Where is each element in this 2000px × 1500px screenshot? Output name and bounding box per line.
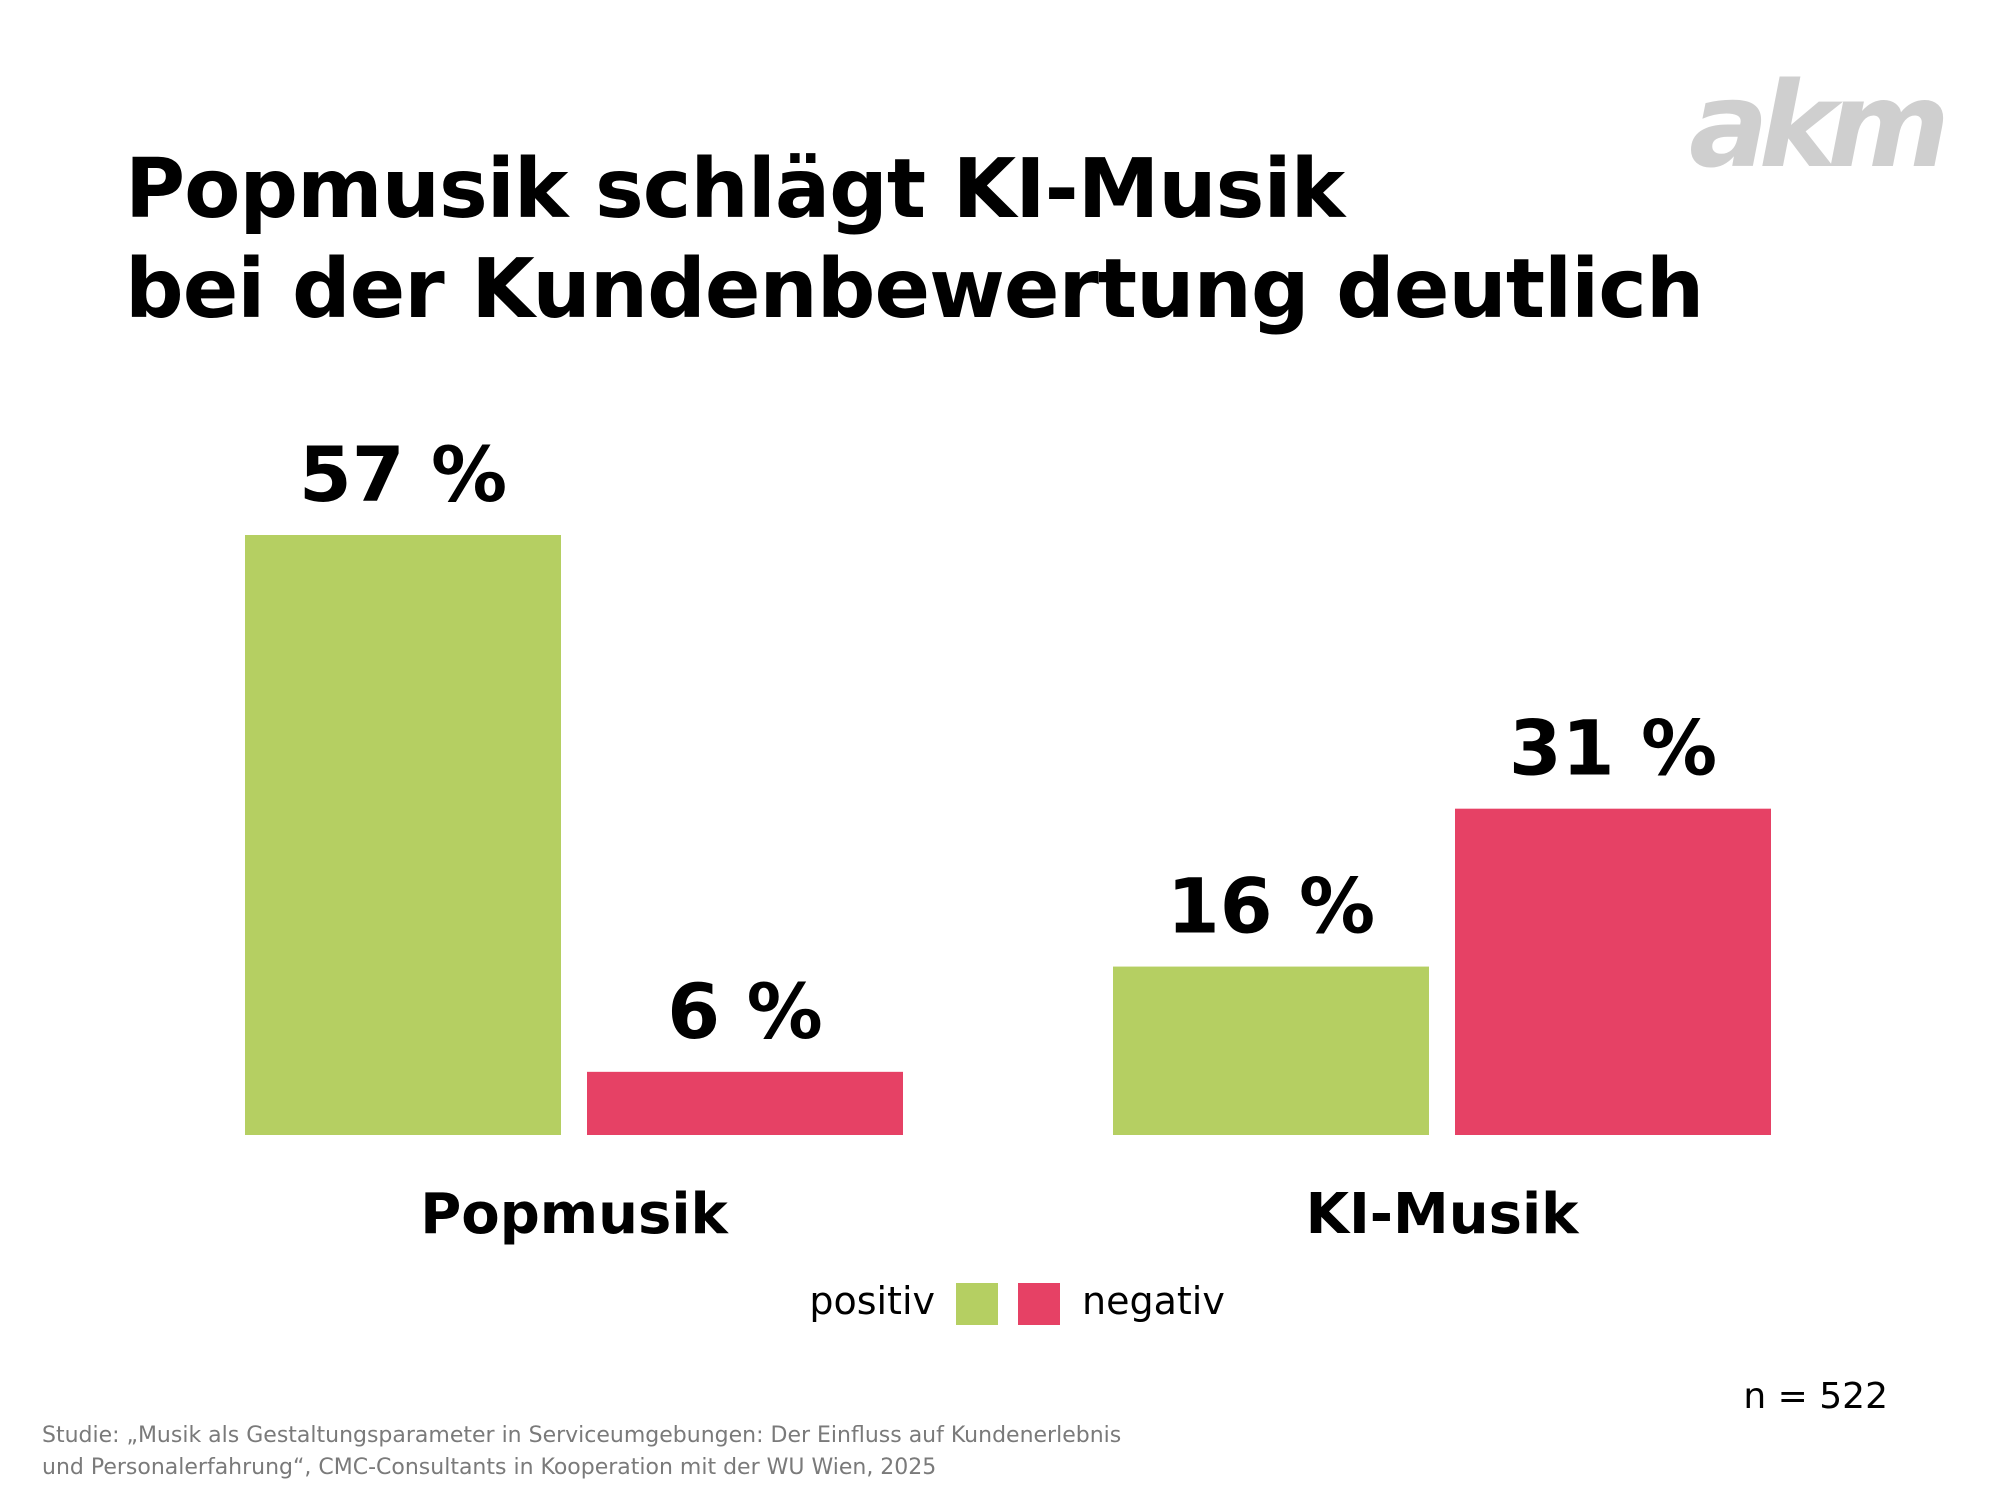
category-label-ki-musik: KI-Musik bbox=[1306, 1182, 1581, 1247]
legend-swatch-negativ bbox=[1018, 1283, 1060, 1325]
legend-label-positiv: positiv bbox=[809, 1279, 935, 1323]
sample-size-label: n = 522 bbox=[1743, 1376, 1888, 1417]
value-label-popmusik-negativ: 6 % bbox=[667, 967, 823, 1056]
value-label-ki-musik-positiv: 16 % bbox=[1167, 862, 1375, 951]
bar-popmusik-positiv bbox=[245, 535, 561, 1135]
source-note: Studie: „Musik als Gestaltungsparameter … bbox=[42, 1420, 1342, 1484]
source-line-2: und Personalerfahrung“, CMC-Consultants … bbox=[42, 1455, 937, 1480]
title-line-2: bei der Kundenbewertung deutlich bbox=[125, 242, 1704, 337]
value-label-ki-musik-negativ: 31 % bbox=[1509, 704, 1717, 793]
source-line-1: Studie: „Musik als Gestaltungsparameter … bbox=[42, 1423, 1122, 1448]
chart-title: Popmusik schlägt KI-Musik bei der Kunden… bbox=[125, 140, 1825, 340]
bar-popmusik-negativ bbox=[587, 1071, 903, 1135]
legend-label-negativ: negativ bbox=[1082, 1279, 1225, 1323]
legend-swatch-positiv bbox=[956, 1283, 998, 1325]
bar-ki-musik-negativ bbox=[1455, 808, 1771, 1135]
bar-ki-musik-positiv bbox=[1113, 966, 1429, 1135]
akm-logo: akm bbox=[1688, 56, 1950, 194]
value-label-popmusik-positiv: 57 % bbox=[299, 430, 507, 519]
title-line-1: Popmusik schlägt KI-Musik bbox=[125, 142, 1345, 237]
category-label-popmusik: Popmusik bbox=[420, 1182, 729, 1247]
